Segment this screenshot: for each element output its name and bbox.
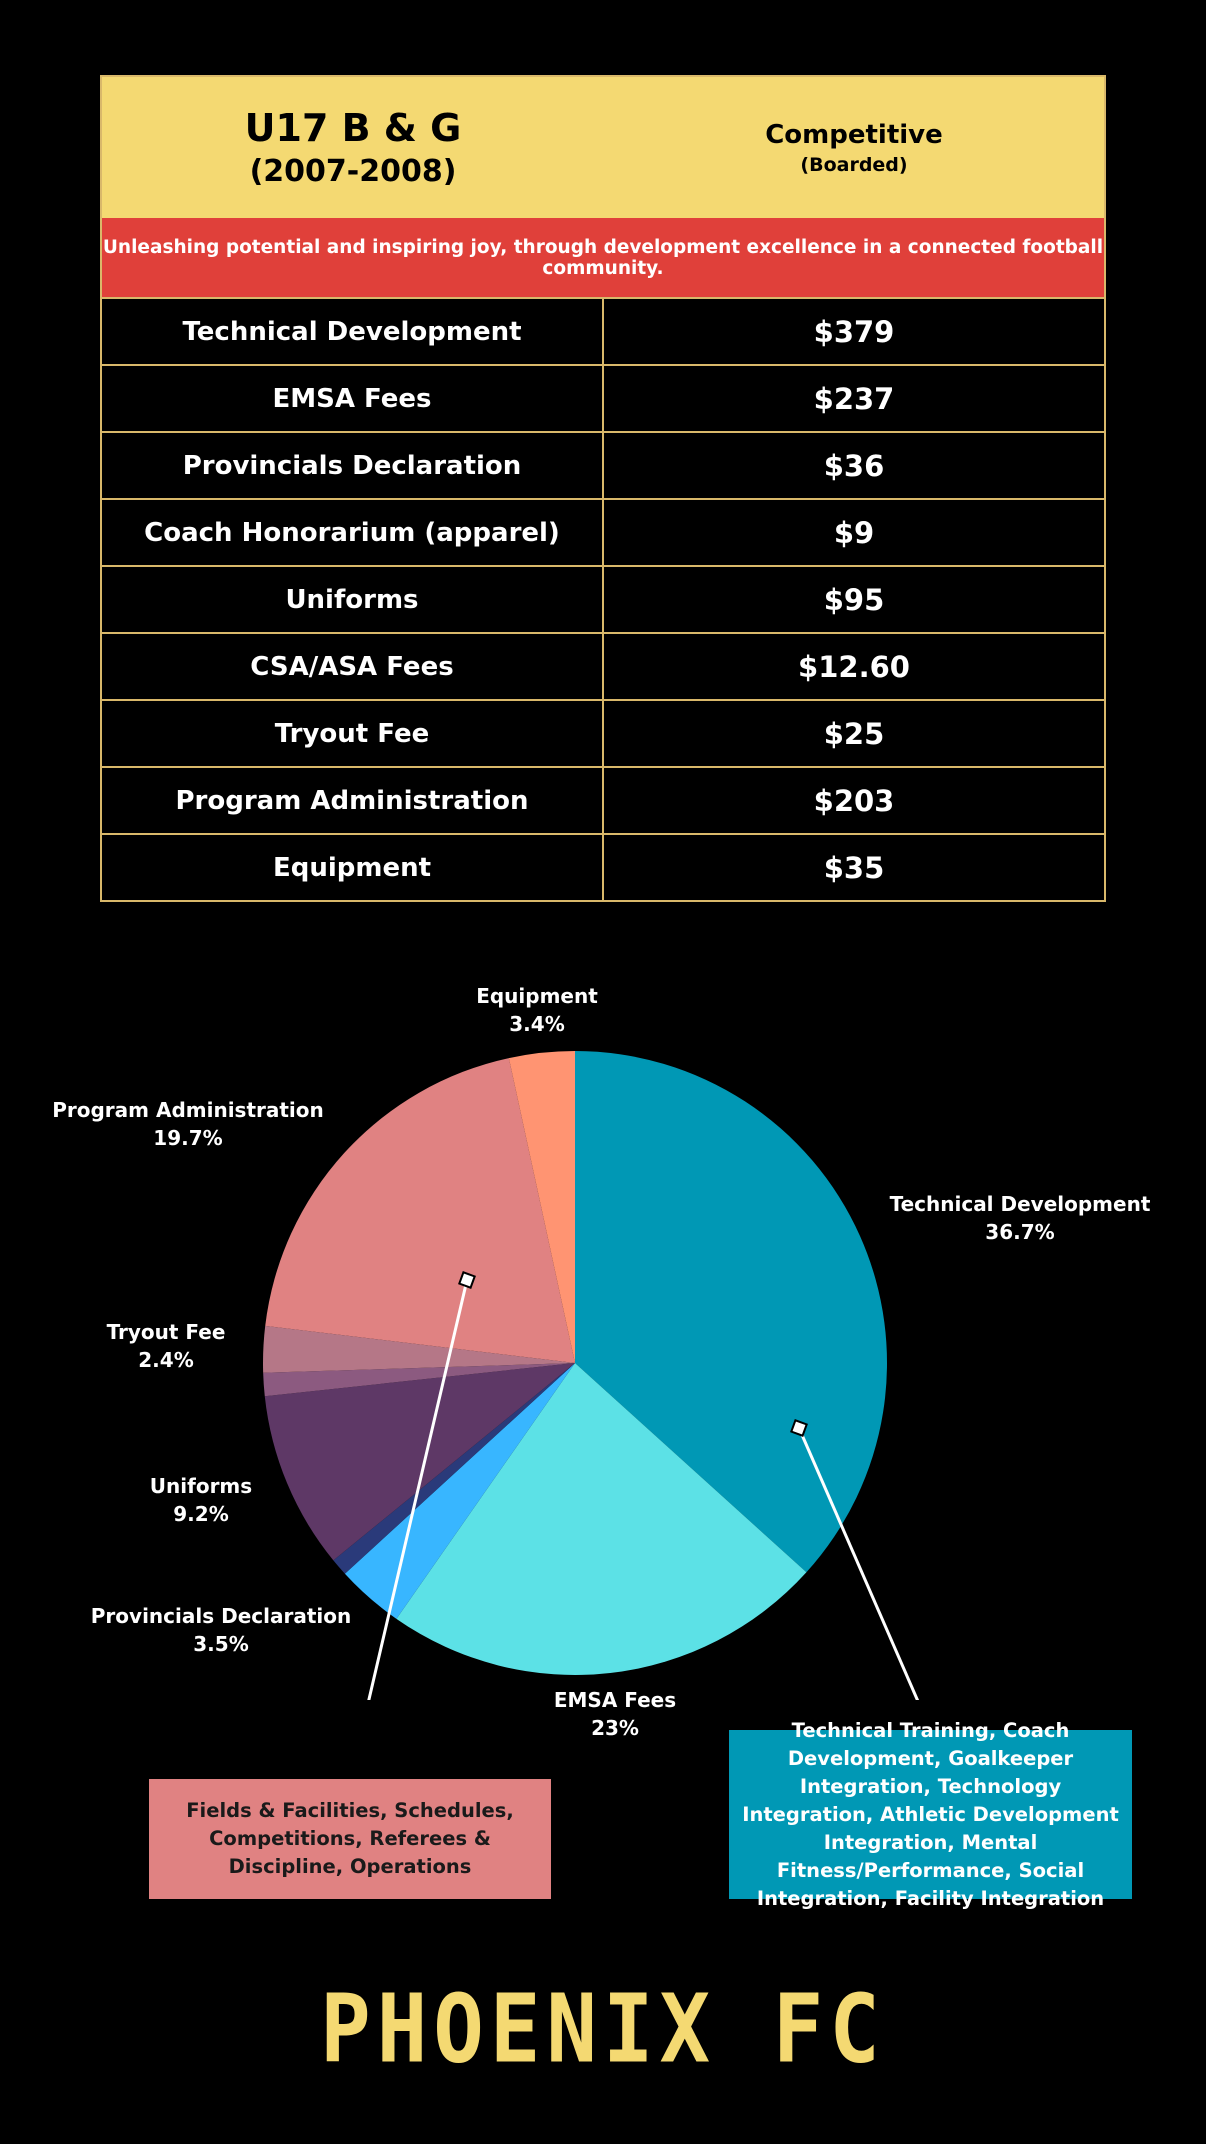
fee-item: Provincials Declaration (102, 433, 604, 498)
fee-row: Uniforms $95 (102, 567, 1104, 634)
pie-chart (263, 1051, 920, 1700)
pie-slice-uniforms (264, 1363, 575, 1561)
fee-item: Tryout Fee (102, 701, 604, 766)
pie-label-percent: 2.4% (138, 1348, 194, 1372)
program-note: (Boarded) (800, 153, 908, 176)
fee-row: Program Administration $203 (102, 768, 1104, 835)
phoenix-fc-logo: PHOENIX FC (320, 1974, 886, 2084)
pie-label: Tryout Fee 2.4% (6, 1318, 326, 1374)
age-group-title: U17 B & G (244, 105, 462, 150)
pie-label: Program Administration 19.7% (28, 1096, 348, 1152)
pie-label: Uniforms 9.2% (41, 1472, 361, 1528)
table-header: U17 B & G (2007-2008) Competitive (Board… (102, 77, 1104, 218)
fee-item: Technical Development (102, 299, 604, 364)
fee-row: EMSA Fees $237 (102, 366, 1104, 433)
fee-amount: $9 (833, 515, 875, 550)
program-admin-connector (367, 1271, 476, 1700)
pie-label-percent: 3.5% (193, 1632, 249, 1656)
fee-item: EMSA Fees (102, 366, 604, 431)
fee-row: CSA/ASA Fees $12.60 (102, 634, 1104, 701)
fee-row: Provincials Declaration $36 (102, 433, 1104, 500)
technical-development-callout: Technical Training, Coach Development, G… (729, 1719, 1132, 1910)
age-group-years: (2007-2008) (249, 153, 457, 189)
pie-slice-equipment (508, 1051, 575, 1363)
pie-label-percent: 19.7% (153, 1126, 223, 1150)
program-admin-callout: Fields & Facilities, Schedules, Competit… (149, 1779, 551, 1899)
pie-label: Provincials Declaration 3.5% (61, 1602, 381, 1658)
fee-amount: $379 (813, 314, 895, 349)
pie-label-percent: 3.4% (509, 1012, 565, 1036)
fee-row: Technical Development $379 (102, 299, 1104, 366)
fee-item: Equipment (102, 835, 604, 900)
pie-label-name: Provincials Declaration (90, 1604, 352, 1628)
fee-amount: $237 (813, 381, 895, 416)
pie-label-name: Technical Development (889, 1192, 1151, 1216)
fee-row: Equipment $35 (102, 835, 1104, 900)
pie-slice-technical-development (575, 1051, 888, 1573)
program-name: Competitive (765, 119, 943, 150)
fee-item: Coach Honorarium (apparel) (102, 500, 604, 565)
fee-table: U17 B & G (2007-2008) Competitive (Board… (100, 75, 1106, 902)
pie-slice-tryout-fee (263, 1325, 575, 1373)
program-type: Competitive (Boarded) (604, 118, 1104, 178)
pie-label-name: Program Administration (52, 1098, 324, 1122)
pie-label-name: Equipment (476, 984, 598, 1008)
pie-slice-program-administration (265, 1058, 575, 1363)
technical-development-connector (790, 1419, 920, 1700)
pie-label-percent: 23% (591, 1716, 639, 1740)
fee-row: Coach Honorarium (apparel) $9 (102, 500, 1104, 567)
fee-amount: $203 (813, 783, 895, 818)
fee-item: Uniforms (102, 567, 604, 632)
fee-rows: Technical Development $379 EMSA Fees $237 Pr… (102, 299, 1104, 900)
pie-label: Technical Development 36.7% (860, 1190, 1180, 1246)
fee-row: Tryout Fee $25 (102, 701, 1104, 768)
fee-amount: $95 (823, 582, 885, 617)
pie-slice-csa-asa-fees (263, 1363, 575, 1397)
fee-item: Program Administration (102, 768, 604, 833)
pie-label: Equipment 3.4% (377, 982, 697, 1038)
pie-label-name: Tryout Fee (106, 1320, 226, 1344)
fee-amount: $35 (823, 850, 885, 885)
fee-amount: $25 (823, 716, 885, 751)
pie-label: EMSA Fees 23% (455, 1686, 775, 1742)
pie-slice-coach-honorarium-apparel (333, 1363, 575, 1574)
fee-item: CSA/ASA Fees (102, 634, 604, 699)
pie-label-name: EMSA Fees (553, 1688, 677, 1712)
pie-label-percent: 36.7% (985, 1220, 1055, 1244)
pie-slice-emsa-fees (396, 1363, 807, 1675)
age-group: U17 B & G (2007-2008) (102, 104, 604, 192)
mission-statement: Unleashing potential and inspiring joy, … (102, 218, 1104, 299)
pie-label-percent: 9.2% (173, 1502, 229, 1526)
pie-label-name: Uniforms (149, 1474, 253, 1498)
fee-amount: $12.60 (798, 649, 910, 684)
fee-amount: $36 (823, 448, 885, 483)
